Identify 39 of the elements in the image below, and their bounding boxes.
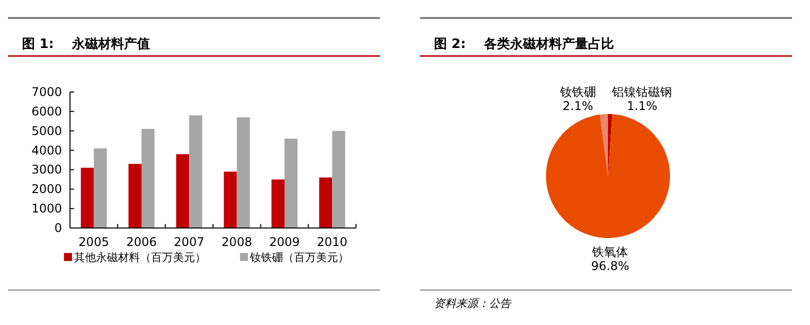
bar [236,117,250,228]
bar [224,172,237,228]
pie-slice [546,114,670,238]
bar [80,168,94,228]
text: 资料来源：公告 [434,297,512,310]
x-tick-label: 2005 [78,235,110,249]
legend-label: 钕铁硼（百万美元） [249,251,349,264]
chart-title: 图 2: 各类永磁材料产量占比 [434,36,614,52]
bar [176,154,190,228]
pie-slice [600,114,608,176]
x-tick-label: 2009 [269,235,300,249]
bar [94,148,107,228]
y-tick-label: 1000 [31,202,62,216]
data-label: 96.8% [591,258,630,273]
y-tick-label: 6000 [31,104,62,118]
slice-label: 铁氧体 [591,244,628,259]
bar [332,130,346,228]
y-tick-label: 5000 [31,124,62,138]
bar [284,138,298,228]
data-label: 2.1% [562,99,594,113]
chart-title: 图 1: 永磁材料产值 [22,36,150,52]
x-tick-label: 2010 [316,235,348,249]
legend-label: 其他永磁材料（百万美元） [74,251,206,264]
x-tick-label: 2006 [126,235,157,249]
bar [319,177,332,228]
bar [189,115,202,228]
x-tick-label: 2007 [174,235,204,249]
slice-label: 钕铁硼 [558,85,596,99]
y-tick-label: 4000 [31,143,62,158]
bar [128,164,142,228]
bar [272,179,284,228]
y-tick-label: 7000 [31,85,62,99]
slice-label: 铝镍钴磁钢 [611,85,672,99]
data-label: 1.1% [626,99,658,113]
x-tick-label: 2008 [222,235,252,249]
bar [142,128,154,228]
y-tick-label: 2000 [31,182,62,196]
y-tick-label: 0 [54,221,62,235]
y-tick-label: 3000 [31,162,62,177]
